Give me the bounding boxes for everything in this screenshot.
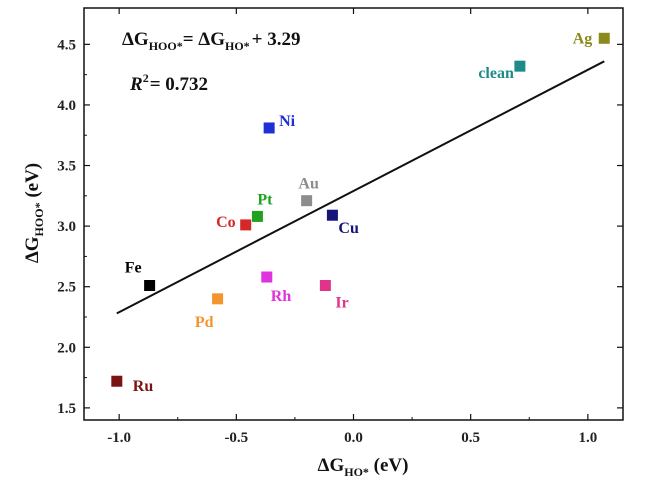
point-label-rh: Rh — [271, 288, 292, 305]
point-labels: Ag clean Ni Au Cu Pt Co Rh Ir Fe Pd Ru — [125, 30, 593, 395]
x-axis-title-sub: HO* — [344, 465, 369, 479]
point-label-au: Au — [298, 176, 319, 193]
x-tick-label: -1.0 — [107, 430, 131, 446]
r2-prefix: R — [129, 74, 143, 95]
plot-frame — [83, 7, 624, 421]
x-tick-label: 0.0 — [344, 430, 363, 446]
point-pd — [212, 293, 224, 305]
point-label-pd: Pd — [195, 314, 214, 331]
eq-rhs: + 3.29 — [252, 29, 301, 50]
point-clean — [514, 60, 526, 72]
eq-mid-sub: HO* — [225, 39, 250, 53]
y-axis-title: ΔGHOO* (eV) — [22, 163, 46, 263]
point-ru — [111, 375, 123, 387]
r2-sup: 2 — [143, 71, 149, 85]
y-axis-title-main: ΔG — [22, 236, 43, 263]
point-pt — [251, 210, 263, 222]
x-tick-label: 0.5 — [461, 430, 480, 446]
x-axis-title-unit: (eV) — [369, 455, 409, 476]
y-tick-label: 2.0 — [57, 340, 76, 356]
y-tick-label: 3.0 — [57, 219, 76, 235]
y-tick-label: 2.5 — [57, 280, 76, 296]
point-label-clean: clean — [478, 65, 514, 82]
point-label-ir: Ir — [335, 294, 348, 311]
ticks: -1.0 -0.5 0.0 0.5 1.0 1.5 2.0 2.5 3.0 3.5 4.0 4.5 — [57, 8, 623, 446]
point-ni — [263, 122, 275, 134]
data-points — [111, 32, 610, 387]
point-rh — [261, 271, 273, 283]
fit-line — [116, 60, 605, 315]
x-tick-label: 1.0 — [578, 430, 597, 446]
r2-value: = 0.732 — [150, 74, 208, 95]
y-axis-title-sub: HOO* — [32, 202, 46, 236]
eq-lhs-sub: HOO* — [149, 39, 183, 53]
x-axis-title-main: ΔG — [318, 455, 345, 476]
y-tick-label: 3.5 — [57, 159, 76, 175]
x-axis-title: ΔGHO* (eV) — [318, 455, 409, 479]
eq-mid: = ΔG — [183, 29, 225, 50]
point-label-ag: Ag — [573, 30, 593, 47]
point-ir — [319, 279, 331, 291]
point-ag — [598, 32, 610, 44]
point-cu — [326, 209, 338, 221]
point-label-co: Co — [216, 214, 236, 231]
point-label-cu: Cu — [338, 220, 359, 237]
point-label-pt: Pt — [257, 191, 273, 208]
r-squared: R2= 0.732 — [129, 71, 208, 95]
fit-equation: ΔGHOO*= ΔGHO* + 3.29 — [122, 29, 301, 53]
point-label-ni: Ni — [279, 113, 296, 130]
point-label-ru: Ru — [133, 378, 154, 395]
x-tick-label: -0.5 — [224, 430, 248, 446]
y-tick-label: 4.5 — [57, 37, 76, 53]
point-label-fe: Fe — [125, 259, 142, 276]
point-fe — [144, 279, 156, 291]
fit-line-group — [116, 60, 605, 315]
axes — [83, 7, 624, 421]
eq-lhs: ΔG — [122, 29, 149, 50]
y-tick-label: 1.5 — [57, 401, 76, 417]
point-au — [301, 195, 313, 207]
y-tick-label: 4.0 — [57, 98, 76, 114]
y-axis-title-unit: (eV) — [22, 163, 43, 203]
point-co — [240, 219, 252, 231]
